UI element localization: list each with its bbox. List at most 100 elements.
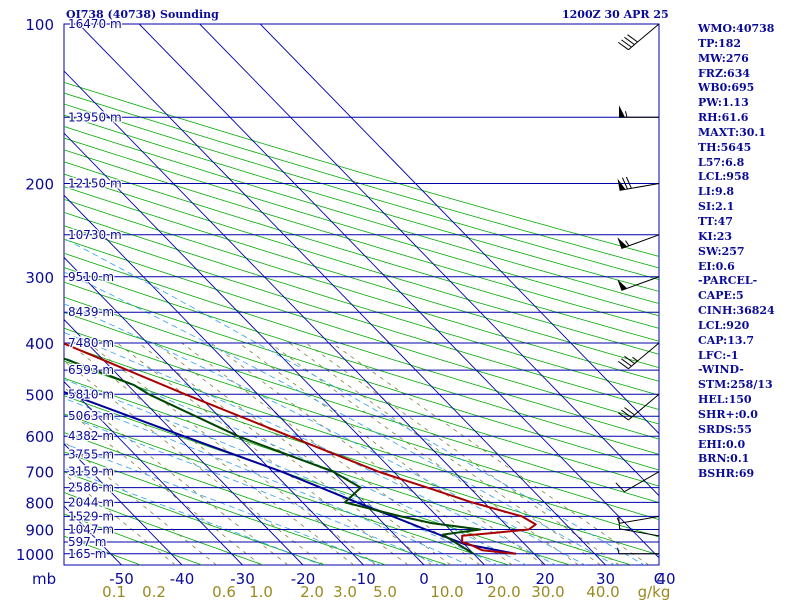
wind-barb — [615, 471, 660, 493]
barb-flag — [618, 360, 629, 370]
height-label: 5063 m — [68, 409, 114, 423]
dry-adiabat — [64, 281, 659, 471]
moist-adiabat — [64, 397, 470, 565]
wind-barb — [617, 176, 660, 191]
barb-flag — [621, 39, 632, 48]
dry-adiabat — [64, 252, 659, 440]
pressure-tick-label: 500 — [25, 386, 54, 404]
mixing-ratio-label: 0.6 — [212, 583, 236, 600]
height-label: 1529 m — [68, 509, 114, 523]
dry-adiabat — [64, 432, 448, 565]
dry-adiabat — [64, 451, 386, 565]
pressure-tick-label: 300 — [25, 269, 54, 287]
barb-staff — [628, 342, 660, 370]
stat-line: -WIND- — [698, 363, 744, 377]
dry-adiabat — [64, 173, 659, 355]
temperature-unit-label: C — [654, 570, 664, 588]
barb-half-flag — [617, 547, 620, 554]
mixing-ratio-line — [64, 407, 261, 565]
barb-flag — [615, 482, 625, 493]
height-label: 2044 m — [68, 495, 114, 509]
temperature-tick-label: 0 — [419, 570, 429, 588]
isotherm — [64, 381, 243, 565]
pressure-tick-label: 800 — [25, 494, 54, 512]
dry-adiabat — [64, 377, 632, 565]
dry-adiabat — [64, 161, 659, 342]
height-label: 597 m — [68, 535, 106, 549]
stat-line: STM:258/13 — [698, 378, 773, 392]
stat-line: HEL:150 — [698, 393, 752, 407]
isotherm — [138, 24, 659, 559]
isotherm — [64, 443, 183, 565]
pressure-tick-label: 900 — [25, 522, 54, 540]
dry-adiabat — [64, 360, 659, 556]
isotherm — [64, 318, 304, 565]
pressure-tick-label: 400 — [25, 335, 54, 353]
plot-area — [63, 23, 660, 566]
dry-adiabat — [64, 81, 659, 257]
wind-barb — [617, 234, 660, 249]
barb-pennant — [617, 178, 626, 191]
height-label: 1047 m — [68, 523, 114, 537]
stat-line: WB0:695 — [698, 81, 755, 95]
barb-half-flag — [632, 356, 638, 362]
stat-line: SHR+:0.0 — [698, 407, 758, 421]
height-label: 3755 m — [68, 448, 114, 462]
dry-adiabat — [64, 126, 659, 304]
mixing-ratio-line — [289, 342, 601, 565]
stat-line: BSHR:69 — [698, 467, 755, 481]
temperature-tick-label: -30 — [230, 570, 255, 588]
barb-flag — [618, 412, 629, 421]
mixing-ratio-line — [64, 360, 325, 565]
height-label: 16470 m — [68, 17, 122, 31]
moist-adiabat — [64, 378, 499, 565]
height-label: 3159 m — [68, 465, 114, 479]
chart-profiles — [64, 342, 537, 555]
stat-line: MAXT:30.1 — [698, 125, 766, 139]
temperature-tick-label: 20 — [535, 570, 554, 588]
wind-barb — [618, 342, 660, 370]
height-label: 5810 m — [68, 387, 114, 401]
mixing-ratio-label: 1.0 — [249, 583, 273, 600]
height-label: 8439 m — [68, 305, 114, 319]
dry-adiabat — [64, 327, 659, 521]
stat-line: SI:2.1 — [698, 200, 735, 214]
height-label: 165 m — [68, 547, 106, 561]
dry-adiabat — [64, 267, 659, 455]
mixing-ratio-label: 3.0 — [333, 583, 357, 600]
parcel-line — [64, 390, 517, 555]
mixing-ratio-label: 0.2 — [142, 583, 166, 600]
dry-adiabat — [64, 413, 509, 565]
stat-line: L57:6.8 — [698, 155, 745, 169]
dewpoint-line — [64, 357, 482, 555]
isotherm — [0, 24, 61, 565]
temperature-tick-label: 10 — [475, 570, 494, 588]
barb-flag — [621, 358, 632, 367]
chart-labels: 16470 m 13950 m 12150 m 10730 m 9510 m 8439 m… — [16, 16, 676, 600]
wind-barb — [618, 105, 660, 118]
barb-pennant — [619, 105, 625, 118]
wind-barb — [618, 393, 660, 421]
stat-line: -PARCEL- — [698, 274, 758, 288]
barb-flag — [624, 355, 635, 364]
height-label: 12150 m — [68, 177, 122, 191]
barb-flag — [625, 176, 632, 189]
barb-flag — [621, 409, 632, 418]
mixing-ratio-label: 40.0 — [586, 583, 619, 600]
sounding-time: 1200Z 30 APR 25 — [562, 8, 669, 21]
isotherm — [199, 24, 659, 497]
temperature-tick-label: -20 — [291, 570, 316, 588]
mixing-ratio-label: 30.0 — [531, 583, 564, 600]
stat-line: PW:1.13 — [698, 96, 749, 110]
mixing-ratio-line — [64, 440, 217, 565]
dry-adiabat — [64, 92, 659, 269]
moist-adiabat — [64, 357, 528, 565]
barb-staff — [619, 182, 660, 191]
height-label: 10730 m — [68, 228, 122, 242]
isotherm — [0, 24, 1, 565]
dry-adiabat — [64, 103, 659, 280]
temperature-tick-label: -40 — [170, 570, 195, 588]
wind-barb — [617, 276, 660, 291]
stat-line: KI:23 — [698, 229, 733, 243]
barb-staff — [628, 23, 660, 51]
